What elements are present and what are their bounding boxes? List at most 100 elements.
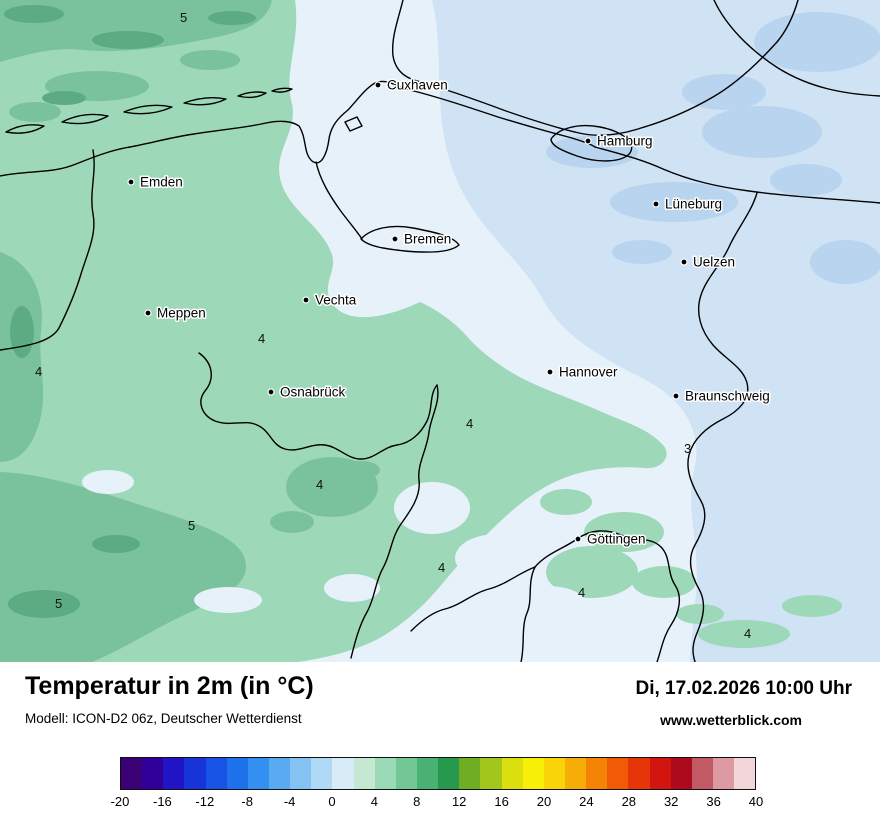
city-label: Cuxhaven [387, 78, 448, 93]
colorbar-tick: -12 [195, 794, 215, 809]
island-outline [237, 91, 267, 99]
colorbar-segment [290, 758, 312, 789]
city-marker: Cuxhaven [374, 76, 449, 94]
city-marker: Meppen [144, 304, 207, 322]
region-green-patches [426, 397, 842, 648]
city-dot [546, 368, 554, 376]
city-dot [374, 81, 382, 89]
border-goettingen-link [410, 566, 536, 632]
colorbar-segment [395, 758, 417, 789]
city-label: Bremen [404, 232, 451, 247]
colorbar-tick: 12 [451, 794, 467, 809]
colorbar-tick: -20 [110, 794, 130, 809]
map-title: Temperatur in 2m (in °C) [25, 672, 314, 700]
colorbar-tick: 8 [413, 794, 421, 809]
temp-value-label: 4 [258, 331, 265, 346]
temp-label-layer: 5 4 4 4 3 4 5 4 4 5 4 [35, 10, 751, 641]
colorbar-tick: -4 [283, 794, 296, 809]
colorbar-tick: 28 [621, 794, 637, 809]
region-darkergreen-patches [4, 5, 256, 618]
temp-value-label: 5 [55, 596, 62, 611]
colorbar-tick: -8 [241, 794, 253, 809]
bremerhaven-enclave [344, 116, 363, 132]
colorbar-segment [480, 758, 502, 789]
colorbar-segment [121, 758, 143, 789]
region-pale-enclaves [82, 470, 586, 648]
temp-value-label: 4 [35, 364, 42, 379]
colorbar-segment [628, 758, 650, 789]
weser-river [315, 161, 363, 240]
city-marker: Bremen [391, 230, 453, 248]
city-marker: Vechta [302, 291, 358, 309]
colorbar-tick: 16 [494, 794, 509, 809]
colorbar-segment [416, 758, 439, 789]
colorbar-segment [353, 758, 375, 789]
colorbar-tick: 20 [536, 794, 552, 809]
colorbar-segment [522, 758, 544, 789]
temp-value-label: 3 [684, 441, 691, 456]
colorbar-segment [607, 758, 629, 789]
colorbar-segment [649, 758, 671, 789]
temperature-colorbar [120, 757, 756, 790]
colorbar-tick: 24 [579, 794, 594, 809]
island-outline [5, 124, 45, 134]
coastline [0, 80, 596, 177]
temp-value-label: 4 [466, 416, 473, 431]
city-dot [302, 296, 310, 304]
temp-value-label: 4 [578, 585, 585, 600]
city-label: Vechta [315, 293, 357, 308]
temp-value-label: 5 [180, 10, 187, 25]
website-label: www.wetterblick.com [660, 712, 802, 728]
colorbar-tick: 32 [663, 794, 679, 809]
map-svg: 5 4 4 4 3 4 5 4 4 5 4 Cuxhaven Hamburg Emden Lüneburg… [0, 0, 880, 662]
city-dot [574, 535, 582, 543]
city-dot [267, 388, 275, 396]
city-dot [144, 309, 152, 317]
island-outline [183, 96, 227, 106]
city-label: Uelzen [693, 255, 735, 270]
temp-value-label: 4 [744, 626, 751, 641]
colorbar-segment [501, 758, 523, 789]
city-label: Meppen [157, 306, 206, 321]
weather-map: 5 4 4 4 3 4 5 4 4 5 4 Cuxhaven Hamburg Emden Lüneburg… [0, 0, 880, 662]
city-dot [127, 178, 135, 186]
city-label: Braunschweig [685, 389, 770, 404]
city-layer: Cuxhaven Hamburg Emden Lüneburg Bremen Uelzen… [127, 76, 771, 548]
temp-value-label: 4 [438, 560, 445, 575]
bremen-enclave [360, 225, 460, 253]
colorbar-segment [163, 758, 185, 789]
colorbar-segment [268, 758, 291, 789]
city-dot [680, 258, 688, 266]
temp-value-label: 4 [316, 477, 323, 492]
region-east-lightblue [432, 0, 880, 662]
border-northeast [713, 0, 880, 97]
colorbar-segment [142, 758, 164, 789]
colorbar-segment [670, 758, 692, 789]
colorbar-tick-labels: -20 -16 -12 -8 -4 0 4 8 12 16 20 24 28 32 36 40 [111, 794, 764, 812]
colorbar-segment [184, 758, 206, 789]
border-goettingen-west [520, 566, 536, 662]
city-marker: Göttingen [574, 530, 647, 548]
elbe-north-bank [391, 0, 799, 136]
region-green-landmass [0, 0, 667, 662]
island-outline [271, 87, 293, 93]
city-marker: Braunschweig [672, 387, 771, 405]
city-label: Hannover [559, 365, 618, 380]
city-marker: Hamburg [584, 132, 654, 150]
colorbar-tick: 36 [706, 794, 721, 809]
colorbar-segment [205, 758, 227, 789]
colorbar-segment [712, 758, 735, 789]
city-marker: Emden [127, 173, 184, 191]
city-label: Hamburg [597, 134, 653, 149]
region-midblue-patches [546, 12, 880, 284]
colorbar-segment [247, 758, 269, 789]
colorbar-segment [226, 758, 248, 789]
city-dot [672, 392, 680, 400]
colorbar-segment [734, 758, 756, 789]
colorbar-segment [311, 758, 333, 789]
city-marker: Uelzen [680, 253, 737, 271]
colorbar-tick: 4 [370, 794, 379, 809]
colorbar-segment [332, 758, 354, 789]
island-outline [61, 113, 109, 125]
island-outline [123, 104, 173, 115]
